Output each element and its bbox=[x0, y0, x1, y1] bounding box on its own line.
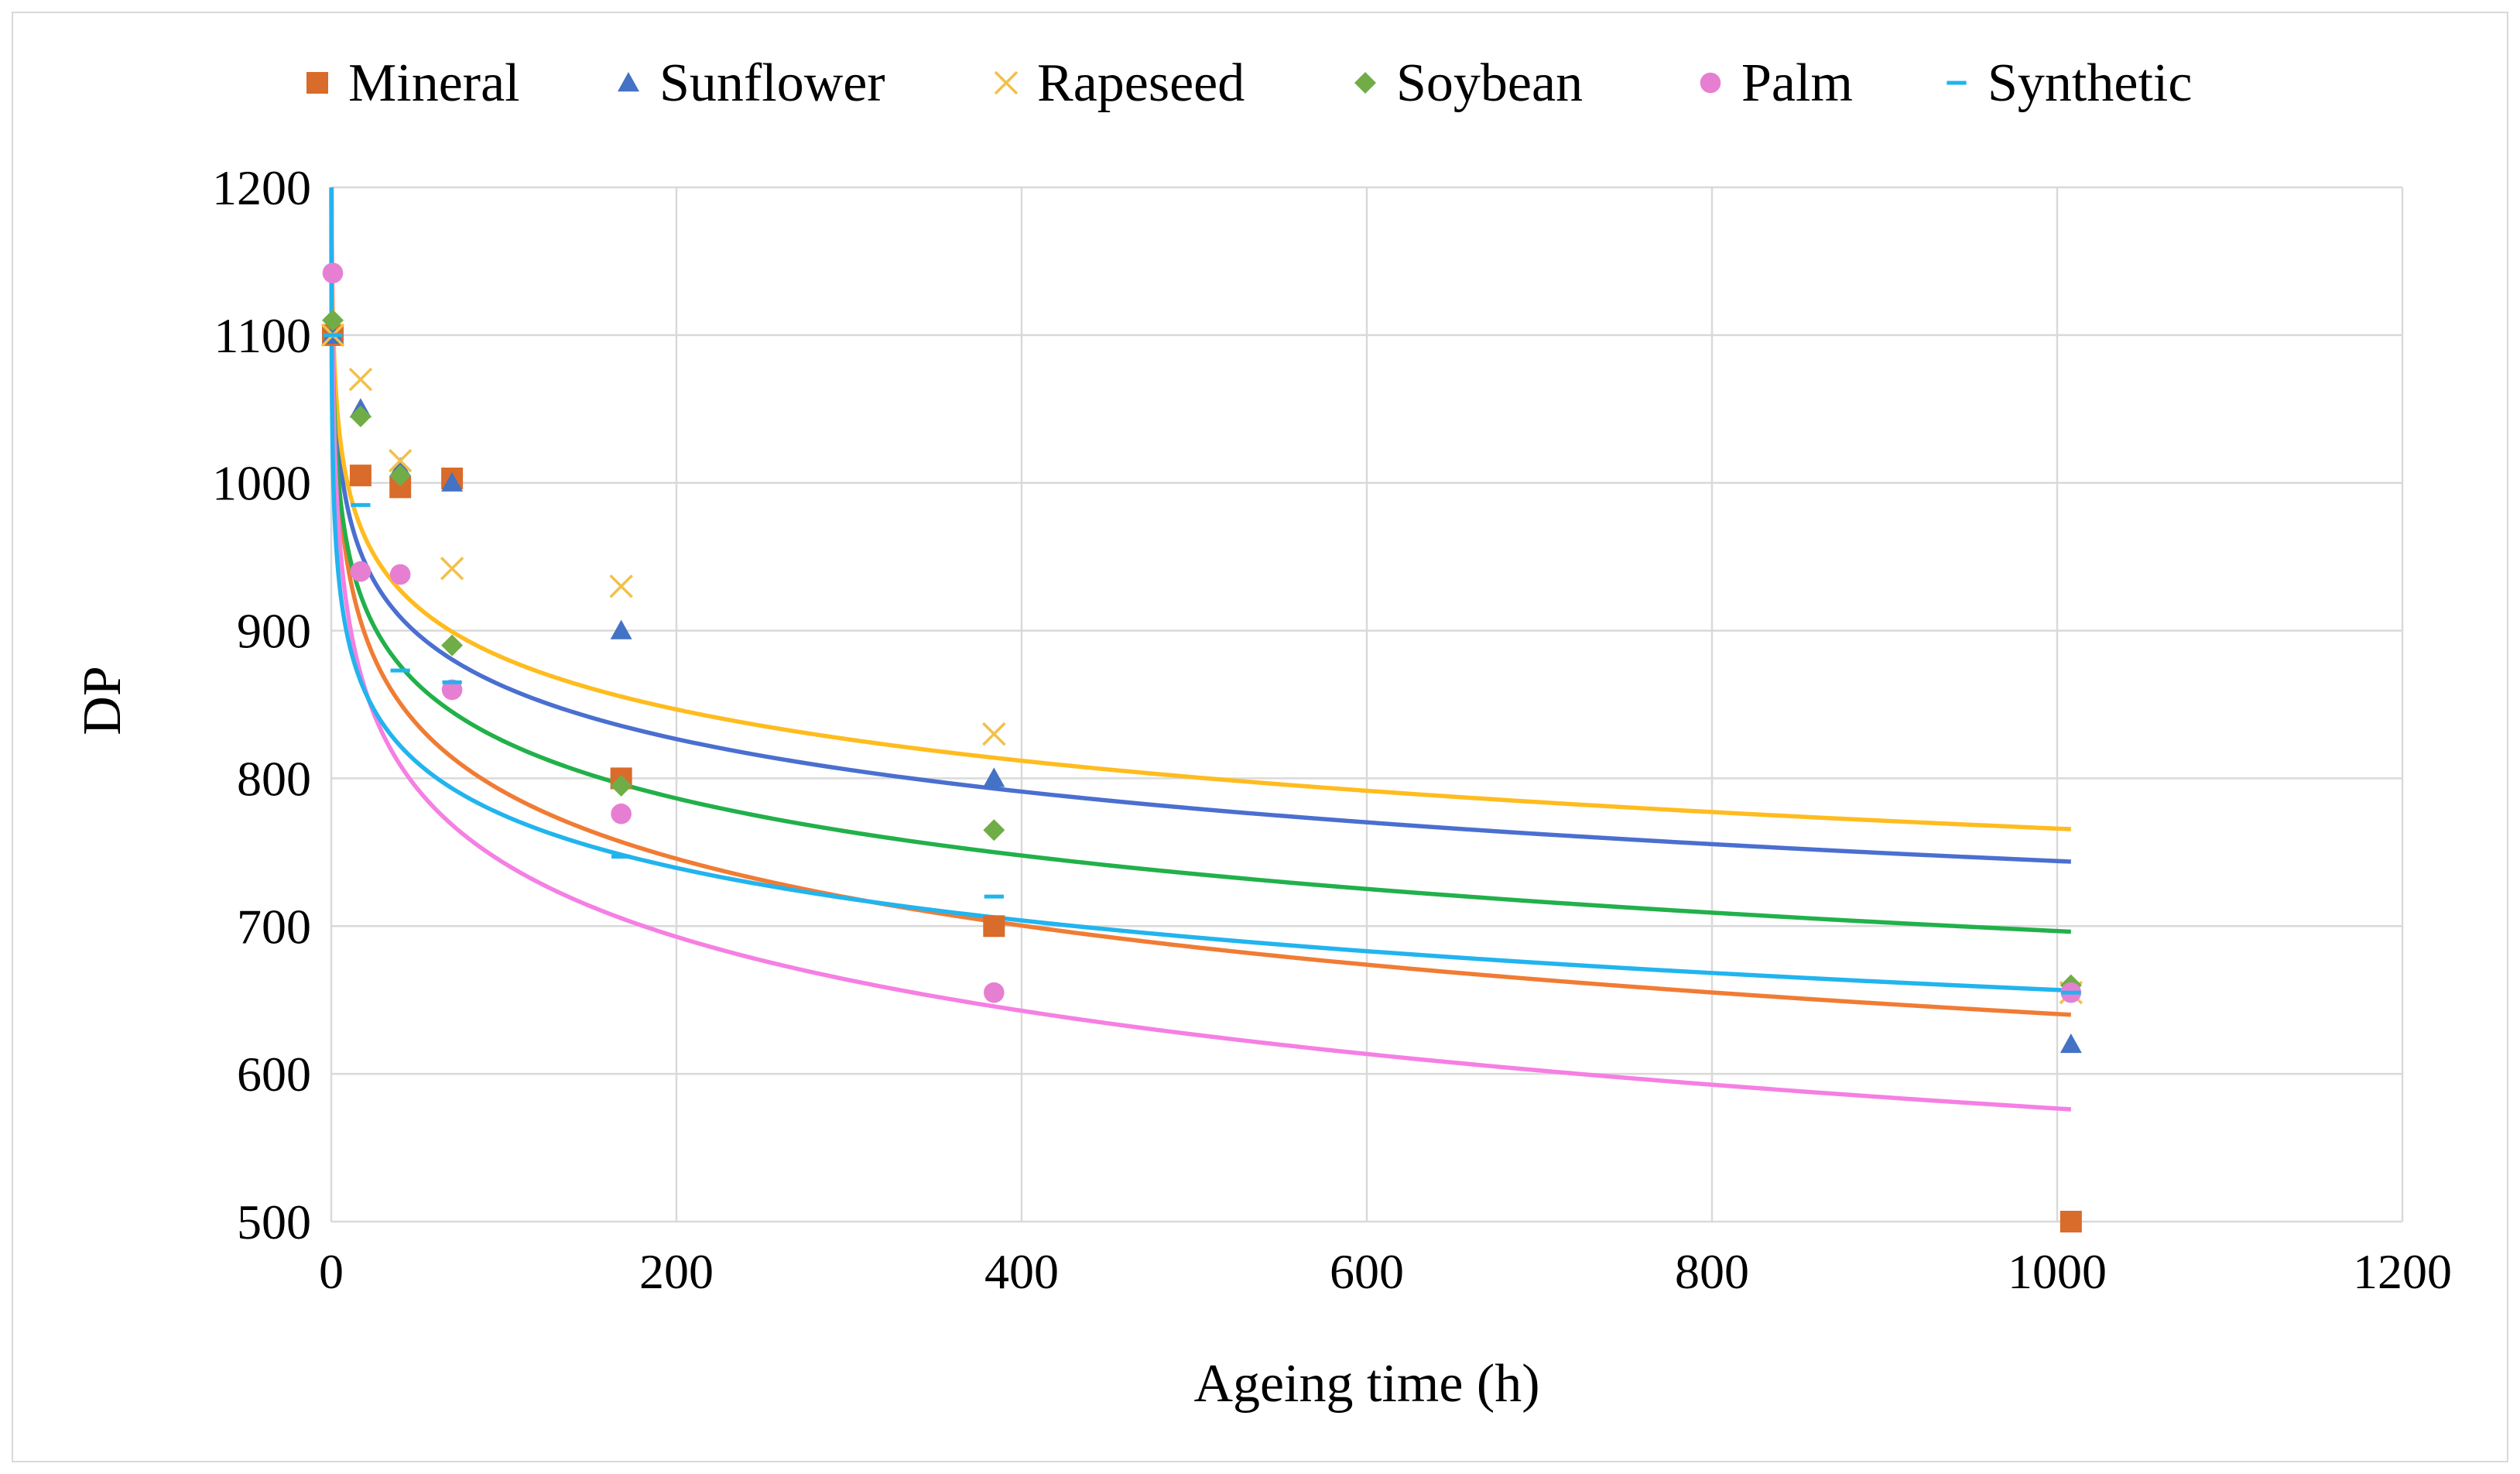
legend-marker-synthetic bbox=[1946, 81, 1967, 85]
legend-label-soybean: Soybean bbox=[1396, 53, 1583, 113]
y-tick-label-600: 600 bbox=[237, 1047, 311, 1102]
point-palm-0 bbox=[322, 262, 344, 283]
legend-marker-sunflower bbox=[618, 72, 639, 92]
point-palm-3 bbox=[441, 679, 463, 701]
point-rapeseed-2 bbox=[388, 448, 413, 473]
point-sunflower-6 bbox=[2059, 1033, 2082, 1054]
x-tick-label-1000: 1000 bbox=[2008, 1244, 2107, 1299]
x-tick-label-800: 800 bbox=[1675, 1244, 1749, 1299]
x-axis-title: Ageing time (h) bbox=[1193, 1354, 1539, 1414]
y-tick-label-1200: 1200 bbox=[212, 160, 311, 215]
legend-label-synthetic: Synthetic bbox=[1988, 53, 2192, 113]
gridlines bbox=[330, 186, 2404, 1223]
point-synthetic-3 bbox=[442, 680, 462, 684]
legend-label-sunflower: Sunflower bbox=[659, 53, 885, 113]
x-tick-label-600: 600 bbox=[1330, 1244, 1404, 1299]
legend-label-mineral: Mineral bbox=[348, 53, 520, 113]
x-tick-label-200: 200 bbox=[639, 1244, 714, 1299]
point-mineral-1 bbox=[349, 464, 371, 487]
chart-frame bbox=[12, 12, 2508, 1462]
point-sunflower-5 bbox=[983, 767, 1005, 787]
legend-label-palm: Palm bbox=[1741, 53, 1853, 113]
point-rapeseed-5 bbox=[982, 722, 1006, 746]
x-tick-label-400: 400 bbox=[984, 1244, 1059, 1299]
trendline-rapeseed bbox=[329, 187, 2071, 831]
point-rapeseed-3 bbox=[440, 557, 464, 581]
x-tick-label-0: 0 bbox=[319, 1244, 344, 1299]
point-soybean-0 bbox=[322, 309, 344, 331]
point-soybean-4 bbox=[610, 774, 632, 797]
tick-labels: 500 600 700 800 900 1000 1100 1200 0 200 400 600 800… bbox=[212, 160, 2452, 1299]
point-soybean-3 bbox=[441, 634, 464, 656]
point-mineral-5 bbox=[983, 915, 1005, 938]
trendlines bbox=[329, 187, 2072, 1112]
point-synthetic-0 bbox=[323, 333, 343, 338]
legend: Mineral Sunflower Rapeseed Soybean Palm Synth… bbox=[306, 53, 2192, 113]
legend-marker-rapeseed bbox=[994, 70, 1019, 95]
y-tick-label-500: 500 bbox=[237, 1195, 311, 1249]
point-palm-1 bbox=[350, 560, 371, 582]
point-synthetic-5 bbox=[984, 894, 1004, 899]
y-tick-label-800: 800 bbox=[237, 751, 311, 806]
point-rapeseed-4 bbox=[609, 574, 633, 598]
point-synthetic-1 bbox=[351, 502, 371, 507]
y-axis-title: DP bbox=[73, 666, 132, 735]
point-palm-5 bbox=[984, 982, 1005, 1003]
trendline-mineral bbox=[329, 187, 2071, 1017]
point-soybean-5 bbox=[983, 819, 1005, 842]
point-synthetic-4 bbox=[611, 855, 632, 859]
trendline-soybean bbox=[329, 187, 2071, 934]
legend-marker-mineral bbox=[306, 72, 328, 94]
trendline-synthetic bbox=[329, 187, 2071, 993]
point-synthetic-2 bbox=[390, 668, 410, 673]
data-points bbox=[320, 262, 2083, 1232]
y-tick-label-1100: 1100 bbox=[214, 308, 311, 363]
point-soybean-1 bbox=[349, 405, 371, 427]
legend-label-rapeseed: Rapeseed bbox=[1037, 53, 1245, 113]
legend-marker-palm bbox=[1700, 72, 1721, 94]
point-mineral-6 bbox=[2059, 1211, 2082, 1232]
y-tick-label-900: 900 bbox=[237, 604, 311, 659]
trendline-sunflower bbox=[329, 187, 2071, 864]
point-soybean-2 bbox=[389, 464, 412, 487]
point-sunflower-4 bbox=[610, 619, 632, 639]
trendline-palm bbox=[329, 187, 2072, 1112]
legend-marker-soybean bbox=[1354, 72, 1376, 94]
point-sunflower-3 bbox=[441, 471, 464, 492]
point-palm-4 bbox=[611, 803, 632, 824]
x-tick-label-1200: 1200 bbox=[2353, 1244, 2452, 1299]
y-tick-label-700: 700 bbox=[237, 899, 311, 954]
point-rapeseed-1 bbox=[348, 367, 373, 392]
point-synthetic-6 bbox=[2061, 990, 2081, 995]
point-palm-2 bbox=[389, 564, 411, 585]
y-tick-label-1000: 1000 bbox=[212, 456, 311, 511]
